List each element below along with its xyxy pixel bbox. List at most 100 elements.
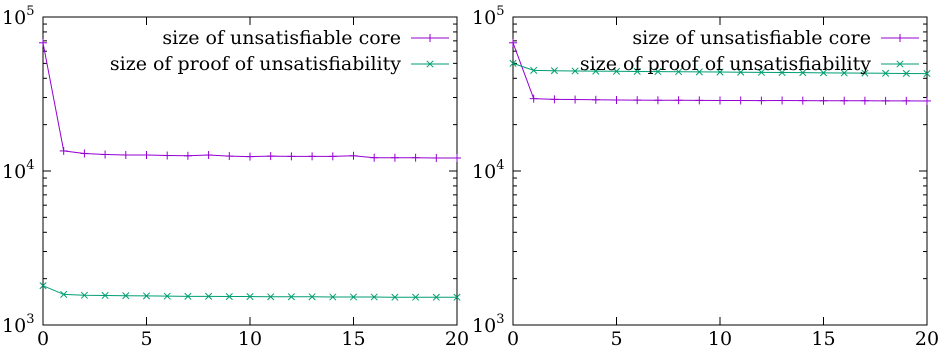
chart1-legend-marker-1 [896,60,904,68]
chart1-data-point [736,96,745,105]
chart0-data-point [39,38,47,47]
chart0-data-point [453,293,461,301]
chart0-legend-label-0: size of unsatisfiable core [162,27,401,49]
chart0-data-point [122,292,130,300]
chart0-data-point [328,152,337,161]
chart1-data-point [571,95,580,104]
chart0-data-point [80,291,88,299]
chart0-x-tick-label: 20 [445,328,469,348]
chart1-data-point [509,59,517,67]
chart1-data-point [799,69,807,77]
chart1-data-point [550,95,559,104]
chart0-data-point [329,293,337,301]
chart1-data-point [840,69,848,77]
chart1-data-point [591,95,600,104]
chart0-data-point [205,292,213,300]
chart1-data-point [653,96,662,105]
chart0-data-point [246,293,254,301]
chart0-x-tick-label: 0 [37,328,49,348]
chart0-data-point [184,292,192,300]
chart0-data-point [101,291,109,300]
chart1-data-point [571,67,579,75]
chart0-data-point [349,293,358,301]
chart1-data-point [819,69,828,77]
chart0-data-point [453,153,461,162]
chart0-legend-marker-0 [426,34,434,42]
chart0-data-point [349,151,358,160]
chart0-x-tick-label: 10 [238,328,262,348]
chart1-legend-label-0: size of unsatisfiable core [632,27,871,49]
chart1-data-point [902,69,910,77]
chart0-data-point [60,290,68,298]
chart1-data-point [716,96,724,105]
chart0-data-point [142,292,151,300]
chart0-data-point [308,293,316,301]
chart1-data-point [757,68,765,76]
chart1-data-point [881,96,890,105]
chart1-data-point [819,96,828,105]
chart0-data-point [267,293,275,301]
chart1-x-tick-label: 20 [915,328,939,348]
chart1-data-point [840,96,849,105]
chart0-data-point [225,152,234,161]
chart1-data-point [882,69,890,77]
chart1-data-point [902,96,911,105]
chart0-x-tick-label: 5 [140,328,152,348]
chart0-data-point [80,149,89,158]
chart1-data-point [778,68,786,77]
chart0-data-point [390,153,399,162]
chart0-data-point [39,282,47,290]
chart1-data-point [798,96,807,105]
chart0-x-tick-label: 15 [341,328,365,348]
chart0-y-tick-label: 103 [2,312,34,337]
chart1-data-point [509,38,517,47]
chart1-data-point [923,70,931,78]
chart1-x-tick-label: 15 [811,328,835,348]
chart1-data-point [592,67,600,75]
chart1-x-tick-label: 0 [507,328,519,348]
chart1-y-tick-label: 104 [472,158,504,183]
chart1-data-point [550,67,558,75]
chart1-data-point [633,67,641,76]
chart1-data-point [757,96,766,105]
chart0-data-point [432,293,440,301]
chart0-data-point [163,292,171,300]
chart1-data-point [612,67,621,75]
chart1-data-point [716,68,724,76]
chart1-data-point [675,68,683,76]
chart0-y-tick-label: 104 [2,158,34,183]
chart1-x-tick-label: 10 [708,328,732,348]
chart0-data-point [287,152,296,161]
chart1-data-point [674,96,683,105]
chart0-legend-marker-1 [426,60,434,68]
chart1-data-point [530,66,538,74]
chart0-legend-label-1: size of proof of unsatisfiability [110,53,401,75]
chart1-data-point [695,68,703,76]
chart0-data-point [370,293,378,301]
chart1-data-point [529,94,538,103]
chart0-data-point [391,293,399,301]
chart1-data-point [654,68,662,76]
chart0-data-point [287,293,295,301]
chart0-data-point [101,150,110,159]
chart1-data-point [612,96,621,105]
chart1-legend-label-1: size of proof of unsatisfiability [580,53,871,75]
chart1-data-point [633,96,642,105]
chart0-data-point [370,153,379,162]
chart0-data-point [411,153,420,162]
chart0-data-point [412,293,420,301]
chart1-data-point [860,96,869,105]
chart0-data-point [59,146,68,155]
chart1-x-tick-label: 5 [610,328,622,348]
chart0-data-point [163,151,172,160]
chart0-data-point [142,151,151,160]
chart1-data-point [778,96,787,105]
chart0-data-point [432,153,441,162]
chart0-y-tick-label: 105 [2,4,34,29]
chart0-data-point [204,151,213,160]
chart1-data-point [695,96,704,105]
chart-left: 0 5 10 15 20 103 104 105 size of unsatisfiable c… [2,4,469,348]
chart1-y-tick-label: 105 [472,4,504,29]
chart0-data-point [225,293,233,301]
chart0-data-point [266,152,275,161]
